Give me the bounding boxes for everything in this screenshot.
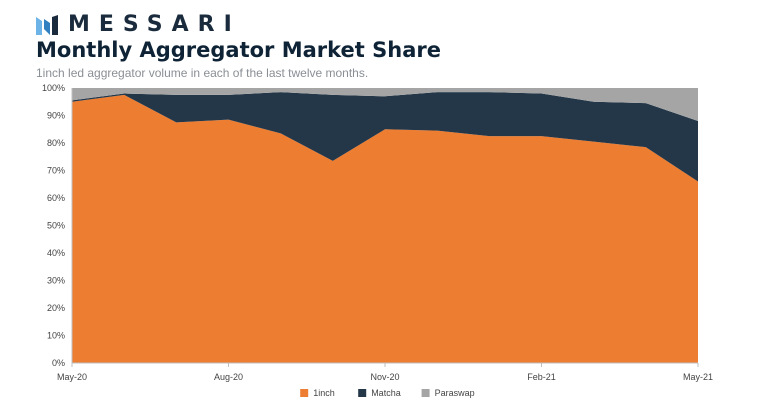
y-tick-label: 70%: [47, 166, 65, 176]
x-tick-label: Nov-20: [370, 372, 399, 382]
area-series-1inch: [72, 94, 698, 364]
area-series-matcha: [72, 92, 698, 182]
chart-subtitle: 1inch led aggregator volume in each of t…: [36, 66, 369, 80]
brand-name: MESSARI: [68, 12, 241, 37]
x-tick-label: Feb-21: [527, 372, 556, 382]
legend-swatch-matcha: [358, 389, 367, 397]
y-tick-label: 20%: [47, 303, 65, 313]
legend-label-matcha: Matcha: [371, 388, 401, 398]
chart-title: Monthly Aggregator Market Share: [36, 38, 441, 62]
y-tick-label: 80%: [47, 138, 65, 148]
legend-label-paraswap: Paraswap: [435, 388, 475, 398]
y-tick-label: 50%: [47, 221, 65, 231]
x-tick-label: Aug-20: [214, 372, 243, 382]
stacked-area-chart: 0% 10% 20% 30% 40% 50% 60% 70% 80% 90% 100% May-20 A…: [42, 83, 713, 398]
legend-swatch-1inch: [300, 389, 309, 397]
y-tick-label: 60%: [47, 193, 65, 203]
x-tick-label: May-21: [683, 372, 713, 382]
area-series-paraswap: [72, 88, 698, 121]
messari-logo-icon: [36, 14, 58, 35]
y-tick-label: 100%: [42, 83, 65, 93]
legend-label-1inch: 1inch: [313, 388, 335, 398]
y-tick-label: 40%: [47, 248, 65, 258]
legend-swatch-paraswap: [421, 389, 430, 397]
y-tick-label: 90%: [47, 111, 65, 121]
y-tick-label: 30%: [47, 276, 65, 286]
brand-header: MESSARI: [36, 12, 241, 37]
y-tick-label: 10%: [47, 331, 65, 341]
x-tick-label: May-20: [57, 372, 87, 382]
y-tick-label: 0%: [52, 358, 65, 368]
